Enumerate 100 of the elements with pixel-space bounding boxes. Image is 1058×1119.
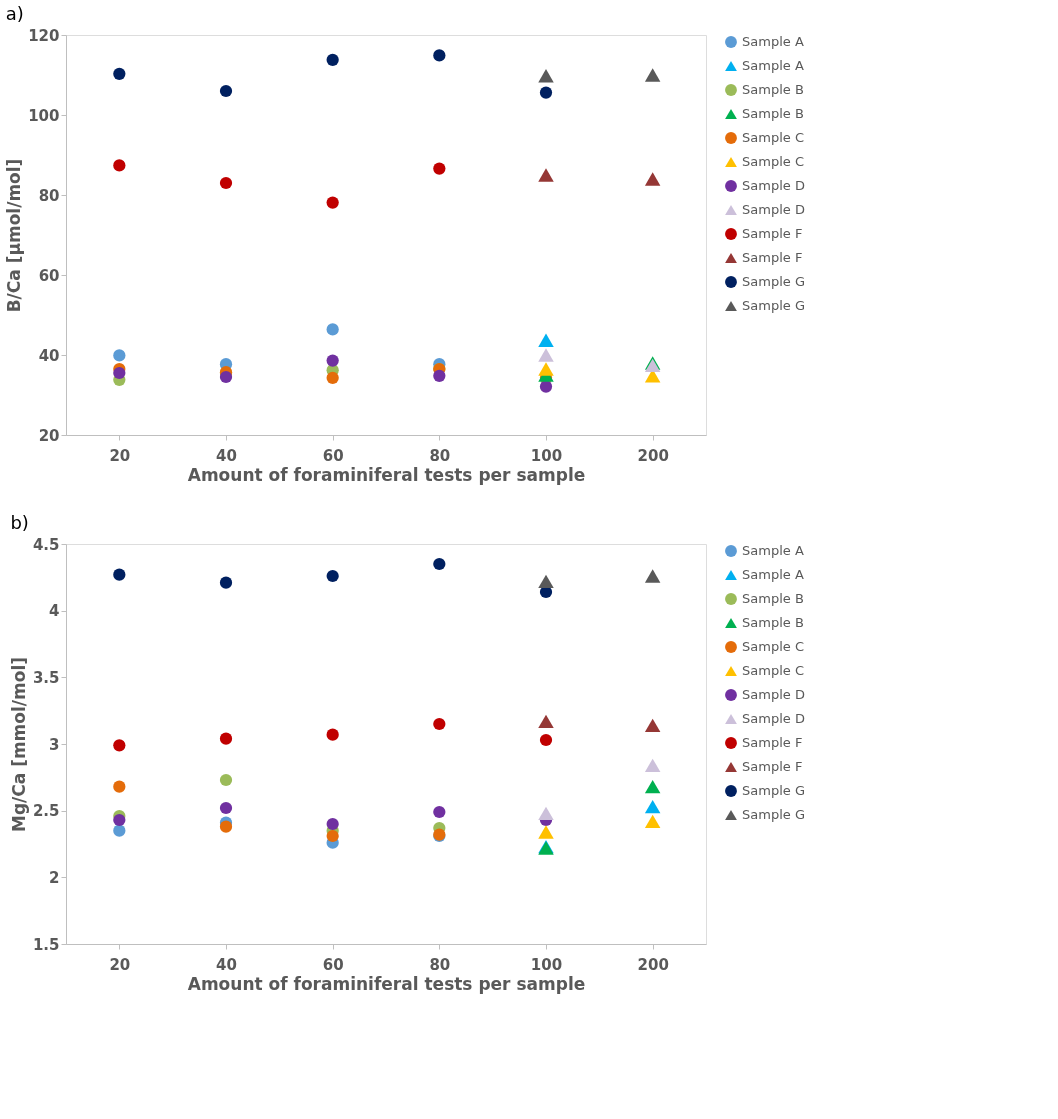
- legend-label: Sample A: [742, 58, 804, 73]
- point: [538, 168, 554, 182]
- y-tick-label: 120: [28, 26, 60, 45]
- x-axis-title: Amount of foraminiferal tests per sample: [187, 464, 586, 485]
- point: [326, 817, 339, 831]
- y-tick-label: 60: [38, 266, 60, 285]
- x-tick-label: 100: [530, 446, 563, 465]
- point: [219, 576, 233, 589]
- point: [219, 176, 233, 190]
- y-tick-label: 40: [38, 346, 60, 365]
- y-tick-label: 4.5: [32, 535, 60, 554]
- point: [113, 67, 126, 80]
- y-tick-label: 2.5: [32, 802, 60, 821]
- point: [538, 362, 554, 376]
- point: [219, 84, 233, 98]
- legend-label: Sample A: [742, 34, 804, 49]
- y-axis-title: B/Ca [µmol/mol]: [4, 158, 25, 313]
- legend-label: Sample C: [742, 639, 804, 654]
- legend-label: Sample F: [742, 226, 803, 241]
- legend-label: Sample B: [742, 615, 804, 630]
- legend-label: Sample C: [742, 154, 804, 169]
- y-tick-label: 3.5: [32, 668, 60, 687]
- point: [644, 172, 661, 186]
- point: [113, 780, 126, 793]
- legend-label: Sample D: [742, 202, 805, 217]
- x-tick-label: 40: [216, 955, 237, 974]
- point: [113, 813, 126, 827]
- x-tick-label: 20: [109, 955, 131, 974]
- x-tick-label: 20: [109, 446, 131, 465]
- point: [433, 162, 446, 175]
- point: [433, 805, 446, 819]
- y-tick-label: 20: [38, 426, 60, 445]
- point: [538, 333, 554, 347]
- point: [219, 773, 233, 787]
- legend-label: Sample F: [742, 250, 803, 265]
- y-axis-title: Mg/Ca [mmol/mol]: [8, 656, 29, 833]
- point: [644, 569, 661, 583]
- point: [644, 779, 661, 794]
- point: [538, 825, 554, 839]
- point: [113, 739, 126, 752]
- legend-label: Sample D: [742, 687, 805, 702]
- point: [538, 348, 554, 362]
- y-tick-label: 80: [38, 186, 60, 205]
- point: [539, 86, 553, 99]
- legend-label: Sample B: [742, 82, 804, 97]
- text: b): [10, 512, 29, 533]
- legend-label: Sample F: [742, 735, 803, 750]
- point: [539, 733, 553, 747]
- legend-label: Sample G: [742, 783, 805, 798]
- legend-label: Sample D: [742, 711, 805, 726]
- legend-label: Sample B: [742, 106, 804, 121]
- point: [113, 159, 126, 172]
- x-tick-label: 80: [429, 446, 451, 465]
- point: [644, 718, 661, 733]
- point: [113, 349, 126, 362]
- point: [433, 49, 446, 62]
- point: [326, 53, 339, 66]
- legend-label: Sample C: [742, 663, 804, 678]
- point: [219, 801, 233, 815]
- text: a): [5, 3, 24, 24]
- point: [644, 814, 661, 829]
- legend-label: Sample G: [742, 298, 805, 313]
- point: [219, 732, 233, 745]
- point: [538, 69, 554, 83]
- point: [433, 369, 446, 382]
- legend-label: Sample B: [742, 591, 804, 606]
- point: [326, 829, 339, 843]
- point: [644, 68, 661, 82]
- legend-label: Sample C: [742, 130, 804, 145]
- point: [538, 574, 554, 589]
- point: [644, 758, 661, 773]
- x-tick-label: 80: [429, 955, 451, 974]
- x-tick-label: 40: [216, 446, 237, 465]
- y-tick-label: 1.5: [32, 935, 60, 954]
- x-tick-label: 100: [530, 955, 563, 974]
- point: [326, 569, 339, 583]
- y-tick-label: 100: [28, 106, 60, 125]
- point: [219, 820, 233, 833]
- point: [326, 728, 339, 741]
- legend-label: Sample F: [742, 759, 803, 774]
- point: [113, 366, 126, 380]
- y-tick-label: 2: [49, 868, 60, 887]
- point: [538, 714, 554, 729]
- legend-label: Sample G: [742, 807, 805, 822]
- y-tick-label: 3: [49, 735, 60, 754]
- point: [219, 370, 233, 384]
- x-axis-title: Amount of foraminiferal tests per sample: [187, 973, 586, 994]
- x-tick-label: 200: [637, 955, 669, 974]
- point: [113, 568, 126, 581]
- point: [539, 380, 553, 393]
- point: [433, 717, 446, 731]
- y-tick-label: 4: [49, 602, 60, 621]
- x-tick-label: 200: [637, 446, 669, 465]
- legend-label: Sample A: [742, 543, 804, 558]
- x-tick-label: 60: [322, 446, 344, 465]
- point: [538, 806, 554, 821]
- point: [326, 323, 339, 336]
- point: [113, 824, 126, 837]
- point: [644, 799, 661, 814]
- point: [326, 371, 339, 384]
